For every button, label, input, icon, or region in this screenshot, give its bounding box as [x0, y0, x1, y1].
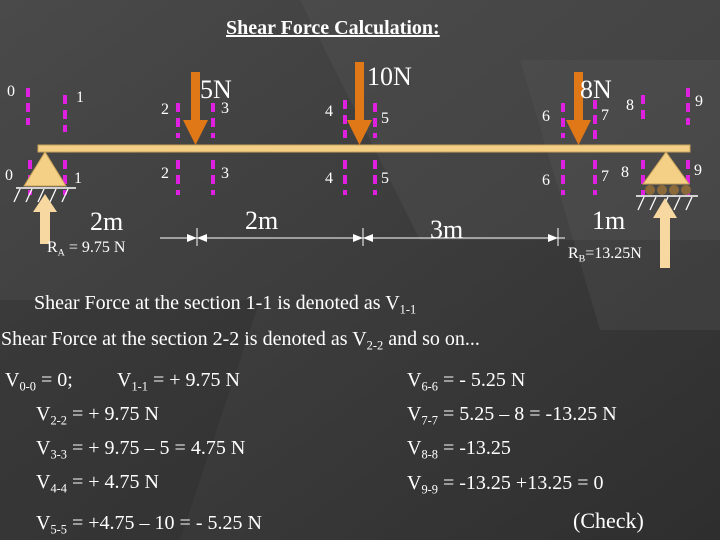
section-label-top-3: 3	[221, 100, 229, 117]
beam-diagram	[13, 62, 698, 268]
section-label-top-1: 1	[76, 89, 84, 106]
pinned-support-a	[13, 151, 76, 203]
section-label-top-0: 0	[7, 83, 15, 100]
section-label-top-5: 5	[381, 110, 389, 127]
equation-v7: V7-7 = 5.25 – 8 = -13.25 N	[407, 403, 617, 428]
point-load-arrow-8n	[566, 72, 591, 145]
load-label-10n: 10N	[367, 62, 412, 91]
note-line-2: Shear Force at the section 2-2 is denote…	[1, 328, 480, 353]
section-label-top-7: 7	[601, 107, 609, 124]
section-label-bottom-7: 7	[601, 168, 609, 185]
span-label-1: 2m	[90, 207, 124, 236]
section-label-top-4: 4	[325, 103, 333, 120]
equation-v5: V5-5 = +4.75 – 10 = - 5.25 N	[36, 512, 262, 537]
section-label-bottom-6: 6	[542, 172, 550, 189]
section-label-top-2: 2	[161, 101, 169, 118]
section-label-bottom-0: 0	[5, 167, 13, 184]
equation-v3: V3-3 = + 9.75 – 5 = 4.75 N	[36, 437, 246, 462]
section-label-bottom-4: 4	[325, 170, 333, 187]
equation-v2: V2-2 = + 9.75 N	[36, 403, 159, 428]
equation-v1: V1-1 = + 9.75 N	[117, 369, 240, 394]
reaction-label-b: RB=13.25N	[568, 245, 642, 265]
span-label-4: 1m	[592, 206, 626, 235]
span-label-2: 2m	[245, 206, 279, 235]
section-label-bottom-9: 9	[694, 162, 702, 179]
section-label-top-6: 6	[542, 108, 550, 125]
point-load-arrow-10n	[347, 62, 372, 145]
section-label-bottom-2: 2	[161, 165, 169, 182]
roller-support-b	[636, 151, 698, 211]
equation-v0: V0-0 = 0;	[5, 369, 73, 394]
reaction-label-a: RA = 9.75 N	[47, 239, 126, 259]
section-label-bottom-1: 1	[74, 170, 82, 187]
section-label-bottom-3: 3	[221, 165, 229, 182]
section-label-top-8: 8	[626, 97, 634, 114]
equation-v6: V6-6 = - 5.25 N	[407, 369, 526, 394]
section-markers-top	[26, 88, 690, 140]
equation-v4: V4-4 = + 4.75 N	[36, 471, 159, 496]
note-line-1: Shear Force at the section 1-1 is denote…	[34, 292, 417, 317]
point-load-arrow-5n	[183, 72, 208, 145]
section-markers-bottom	[28, 160, 690, 195]
reaction-arrow-a	[33, 194, 57, 244]
dimension-line	[160, 228, 565, 246]
page-title: Shear Force Calculation:	[226, 17, 440, 39]
reaction-arrow-b	[653, 198, 677, 268]
section-label-bottom-5: 5	[381, 170, 389, 187]
equation-v9: V9-9 = -13.25 +13.25 = 0	[407, 472, 604, 497]
load-label-5n: 5N	[200, 75, 232, 104]
span-label-3: 3m	[430, 215, 464, 244]
section-label-bottom-8: 8	[621, 164, 629, 181]
section-label-top-9: 9	[695, 93, 703, 110]
check-label: (Check)	[573, 508, 644, 533]
equation-v8: V8-8 = -13.25	[407, 437, 511, 462]
load-label-8n: 8N	[580, 75, 612, 104]
beam	[37, 144, 691, 153]
